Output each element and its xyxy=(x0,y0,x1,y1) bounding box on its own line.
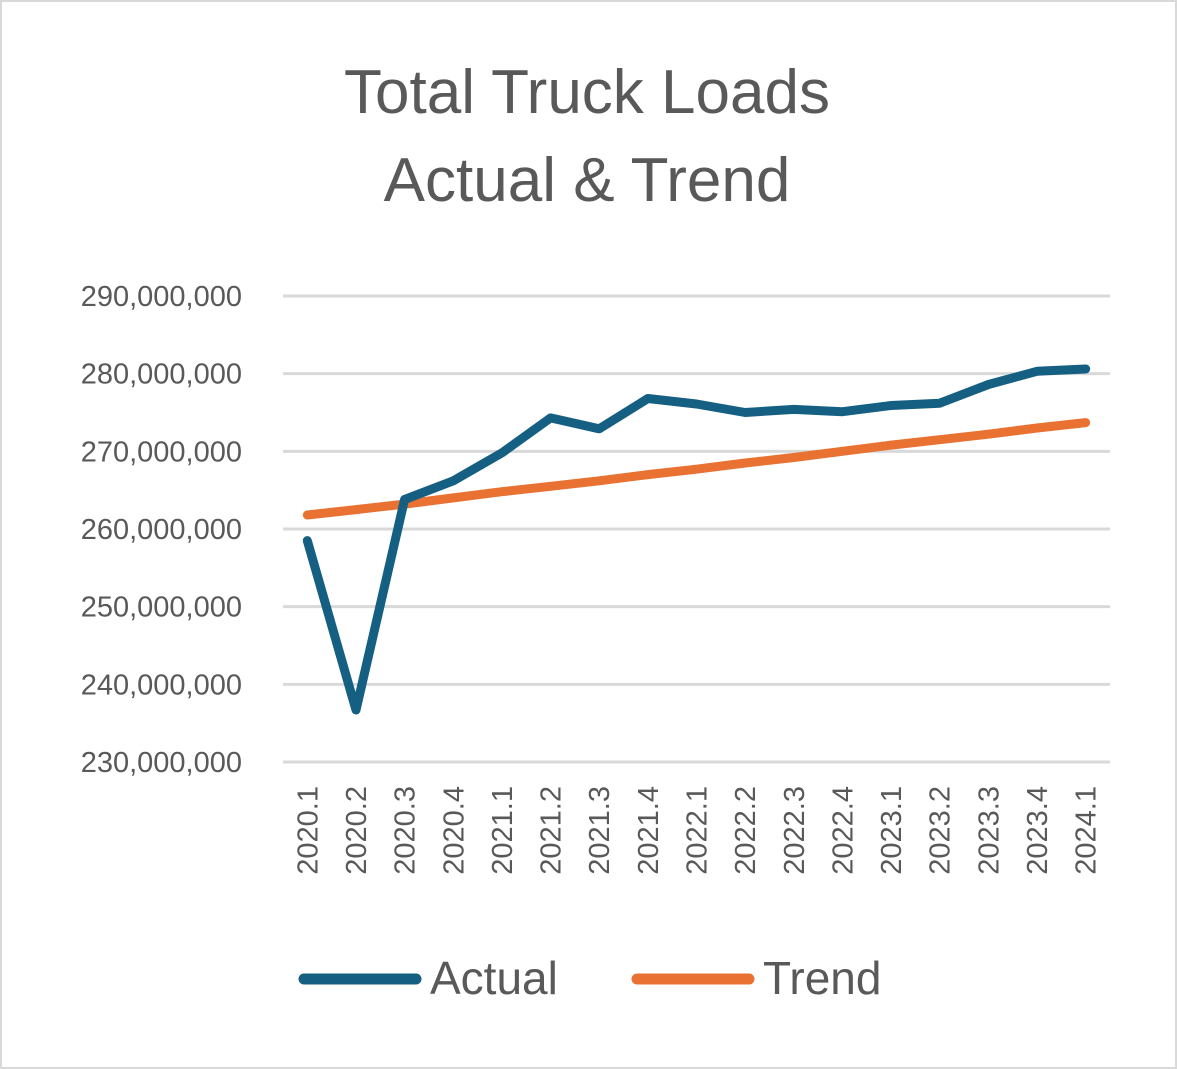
x-tick-label: 2022.2 xyxy=(730,786,762,875)
data-point-trend xyxy=(939,439,941,441)
data-point-actual xyxy=(355,709,357,711)
series-line-actual xyxy=(302,364,1091,715)
data-point-trend xyxy=(355,509,357,511)
series-line-trend xyxy=(302,418,1091,520)
x-tick-label: 2022.3 xyxy=(779,786,811,875)
x-tick-label: 2021.2 xyxy=(536,786,568,875)
data-point-trend xyxy=(890,444,892,446)
data-point-trend xyxy=(1085,422,1087,424)
data-point-actual xyxy=(890,405,892,407)
x-tick-label: 2023.1 xyxy=(876,786,908,875)
data-point-trend xyxy=(1036,427,1038,429)
chart-title-line-2: Actual & Trend xyxy=(384,146,791,215)
data-point-trend xyxy=(306,514,308,516)
data-point-actual xyxy=(1036,370,1038,372)
data-point-trend xyxy=(744,462,746,464)
x-tick-label: 2023.3 xyxy=(973,786,1005,875)
data-point-actual xyxy=(841,411,843,413)
data-point-actual xyxy=(404,498,406,500)
data-point-trend xyxy=(793,457,795,459)
x-tick-label: 2024.1 xyxy=(1071,786,1103,875)
x-tick-label: 2020.2 xyxy=(341,786,373,875)
data-point-trend xyxy=(501,491,503,493)
data-point-actual xyxy=(306,540,308,542)
x-axis: 2020.1 2020.2 2020.3 2020.4 2021.1 2021.2 2021… xyxy=(292,786,1102,875)
data-point-trend xyxy=(647,474,649,476)
x-tick-label: 2023.4 xyxy=(1022,786,1054,875)
legend: Actual Trend xyxy=(298,952,881,1004)
legend-label-actual: Actual xyxy=(430,952,558,1004)
data-point-actual xyxy=(550,417,552,419)
data-point-actual xyxy=(939,402,941,404)
x-tick-label: 2020.1 xyxy=(292,786,324,875)
y-tick-label: 270,000,000 xyxy=(81,436,242,468)
y-tick-label: 250,000,000 xyxy=(81,592,242,624)
x-tick-label: 2020.4 xyxy=(438,786,470,875)
data-point-actual xyxy=(987,384,989,386)
data-point-actual xyxy=(744,412,746,414)
y-tick-label: 290,000,000 xyxy=(81,281,242,313)
y-axis: 230,000,000 240,000,000 250,000,000 260,000… xyxy=(81,281,242,779)
legend-label-trend: Trend xyxy=(763,952,881,1004)
series-lines xyxy=(302,364,1091,715)
data-point-actual xyxy=(598,428,600,430)
gridlines xyxy=(283,294,1110,764)
data-point-trend xyxy=(598,480,600,482)
data-point-trend xyxy=(696,468,698,470)
x-tick-label: 2021.4 xyxy=(633,786,665,875)
data-point-trend xyxy=(987,433,989,435)
x-tick-label: 2021.3 xyxy=(584,786,616,875)
data-point-actual xyxy=(647,398,649,400)
x-tick-label: 2022.4 xyxy=(827,786,859,875)
data-point-trend xyxy=(452,497,454,499)
data-point-actual xyxy=(1085,368,1087,370)
data-point-trend xyxy=(841,450,843,452)
data-point-actual xyxy=(452,480,454,482)
y-tick-label: 260,000,000 xyxy=(81,514,242,546)
x-tick-label: 2022.1 xyxy=(682,786,714,875)
x-tick-label: 2021.1 xyxy=(487,786,519,875)
x-tick-label: 2023.2 xyxy=(925,786,957,875)
y-tick-label: 230,000,000 xyxy=(81,747,242,779)
data-point-actual xyxy=(696,403,698,405)
x-tick-label: 2020.3 xyxy=(390,786,422,875)
data-point-trend xyxy=(550,485,552,487)
data-point-actual xyxy=(501,452,503,454)
data-point-actual xyxy=(793,408,795,410)
y-tick-label: 240,000,000 xyxy=(81,669,242,701)
chart-title-line-1: Total Truck Loads xyxy=(344,58,830,127)
y-tick-label: 280,000,000 xyxy=(81,359,242,391)
